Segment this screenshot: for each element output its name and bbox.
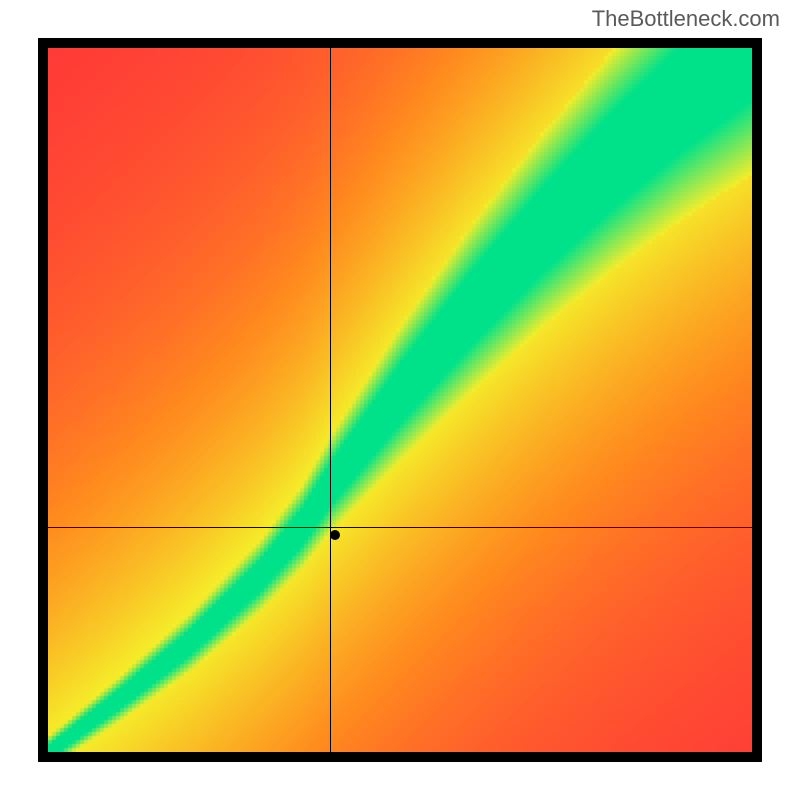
heatmap-canvas bbox=[48, 48, 752, 752]
data-point-marker bbox=[330, 530, 340, 540]
chart-frame bbox=[38, 38, 762, 762]
chart-plot-area bbox=[48, 48, 752, 752]
attribution-text: TheBottleneck.com bbox=[592, 6, 780, 32]
crosshair-horizontal bbox=[48, 527, 752, 528]
crosshair-vertical bbox=[330, 48, 331, 752]
chart-container: TheBottleneck.com bbox=[0, 0, 800, 800]
